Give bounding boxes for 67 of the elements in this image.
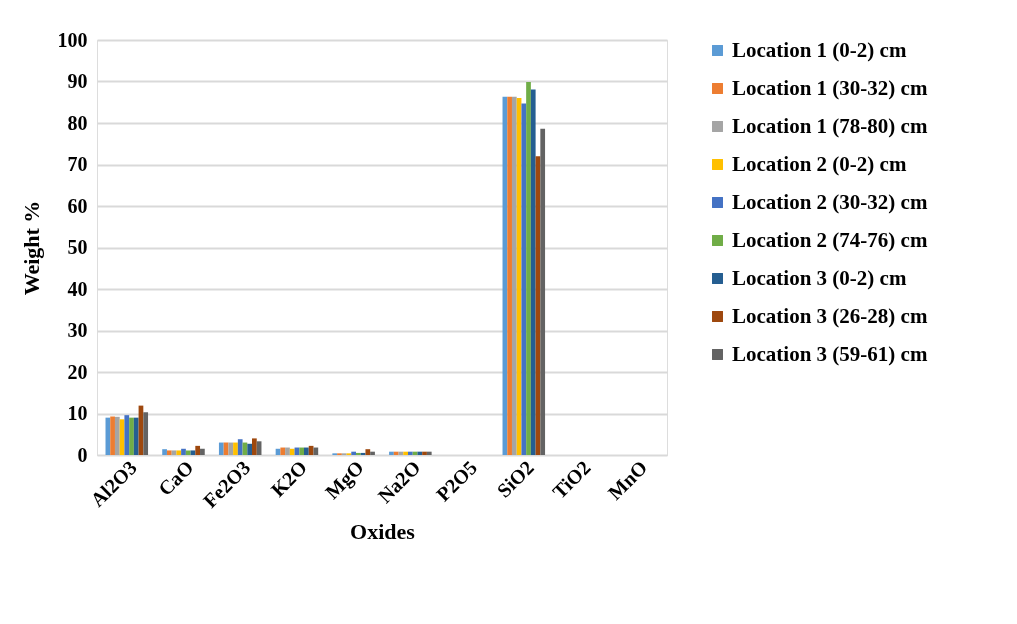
bar [426,451,432,455]
y-tick-label: 40 [67,277,88,300]
bar [530,89,536,455]
bar [313,447,319,455]
bar [370,451,375,455]
legend-label: Location 1 (0-2) cm [732,37,907,62]
bar [511,96,517,455]
bar [299,447,305,455]
y-tick-label: 10 [67,402,88,424]
bar [190,450,196,455]
bar [526,81,531,455]
bar [285,447,290,455]
bar [408,451,413,455]
bar [280,447,286,455]
x-axis-title: Oxides [350,518,416,544]
bar [162,449,167,455]
bar [114,416,120,455]
bar [289,448,295,455]
legend-label: Location 3 (0-2) cm [732,265,907,290]
y-tick-label: 80 [67,111,88,134]
bar [228,442,234,455]
bar [129,417,134,455]
bar [185,450,191,455]
bar [403,451,408,455]
bar [252,438,257,455]
bar [422,451,427,455]
bar [540,128,546,455]
bar [176,450,182,455]
bar [356,452,361,455]
legend-label: Location 3 (26-28) cm [732,303,928,328]
bar [237,439,243,455]
bar [143,412,149,455]
bar [365,449,371,455]
legend-label: Location 2 (0-2) cm [732,151,907,176]
bar [124,415,130,455]
y-tick-label: 90 [67,70,88,92]
bar [393,451,399,455]
y-tick-label: 100 [57,28,88,51]
y-axis-title: Weight % [18,200,44,296]
bar [521,103,527,455]
bar [417,451,423,455]
bar [507,96,512,455]
y-tick-label: 30 [67,319,88,341]
y-tick-label: 70 [67,153,88,175]
y-tick-label: 50 [67,236,88,258]
bar [133,417,139,455]
bar [166,450,172,455]
legend-label: Location 2 (30-32) cm [732,189,928,214]
bar [389,451,394,455]
legend-label: Location 1 (78-80) cm [732,113,928,138]
bar [110,416,115,455]
bar [200,448,205,455]
legend-label: Location 1 (30-32) cm [732,75,928,100]
bar [247,443,253,455]
legend-label: Location 2 (74-76) cm [732,227,928,252]
bar [181,448,186,455]
bar [218,442,224,455]
bar [195,445,201,455]
y-tick-label: 60 [67,194,88,217]
y-tick-label: 20 [67,360,88,383]
x-tick-label: CaO [153,456,198,500]
bar [351,451,356,455]
legend-label: Location 3 (59-61) cm [732,341,928,366]
bar [233,442,238,455]
y-tick-label: 0 [77,443,88,466]
bar [304,447,309,455]
bar [171,450,177,455]
